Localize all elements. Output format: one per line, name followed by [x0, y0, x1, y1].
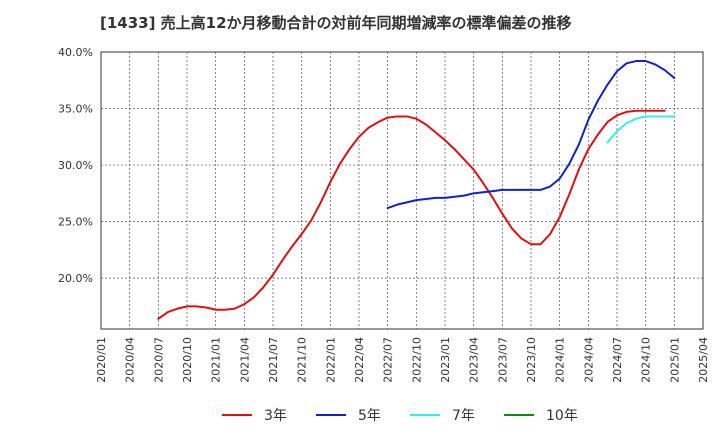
plot-area: [100, 51, 704, 330]
x-axis-ticks: 2020/01 2020/04 2020/07 2020/10 2021/01 2021/…: [95, 337, 710, 383]
y-axis-ticks: 20.0% 25.0% 30.0% 35.0% 40.0%: [58, 46, 93, 285]
x-tick-label: 2022/07: [382, 337, 395, 383]
series-line-5年: [386, 60, 676, 210]
x-tick-label: 2024/04: [582, 337, 595, 383]
series-line-3年: [157, 109, 666, 320]
x-tick-label: 2023/10: [525, 337, 538, 383]
x-tick-label: 2024/10: [640, 337, 653, 383]
chart-title: [1433] 売上高12か月移動合計の対前年同期増減率の標準偏差の推移: [100, 14, 572, 32]
x-tick-label: 2021/10: [296, 337, 309, 383]
x-tick-label: 2020/07: [152, 337, 165, 383]
x-tick-label: 2021/01: [210, 337, 223, 383]
y-tick-label: 30.0%: [58, 159, 93, 172]
x-tick-label: 2023/01: [439, 337, 452, 383]
x-tick-label: 2021/07: [267, 337, 280, 383]
x-tick-label: 2020/10: [181, 337, 194, 383]
series-line-7年: [606, 115, 676, 144]
x-tick-label: 2024/07: [611, 337, 624, 383]
y-tick-label: 25.0%: [58, 216, 93, 229]
y-gridlines: [101, 108, 703, 279]
x-tick-label: 2020/04: [124, 337, 137, 383]
x-tick-label: 2025/01: [668, 337, 681, 383]
x-tick-label: 2025/04: [697, 337, 710, 383]
x-tick-label: 2022/10: [410, 337, 423, 383]
x-tick-label: 2022/04: [353, 337, 366, 383]
y-tick-label: 20.0%: [58, 272, 93, 285]
y-tick-label: 35.0%: [58, 103, 93, 116]
legend: 3年 5年 7年 10年: [222, 408, 578, 424]
legend-label: 10年: [546, 408, 578, 424]
x-tick-label: 2024/01: [554, 337, 567, 383]
x-tick-label: 2021/04: [238, 337, 251, 383]
x-tick-label: 2020/01: [95, 337, 108, 383]
legend-label: 5年: [358, 408, 381, 424]
legend-label: 3年: [264, 408, 287, 424]
series-lines: [157, 60, 676, 320]
x-tick-label: 2023/04: [468, 337, 481, 383]
y-tick-label: 40.0%: [58, 46, 93, 59]
x-tick-label: 2023/07: [496, 337, 509, 383]
legend-label: 7年: [452, 408, 475, 424]
x-tick-label: 2022/01: [324, 337, 337, 383]
